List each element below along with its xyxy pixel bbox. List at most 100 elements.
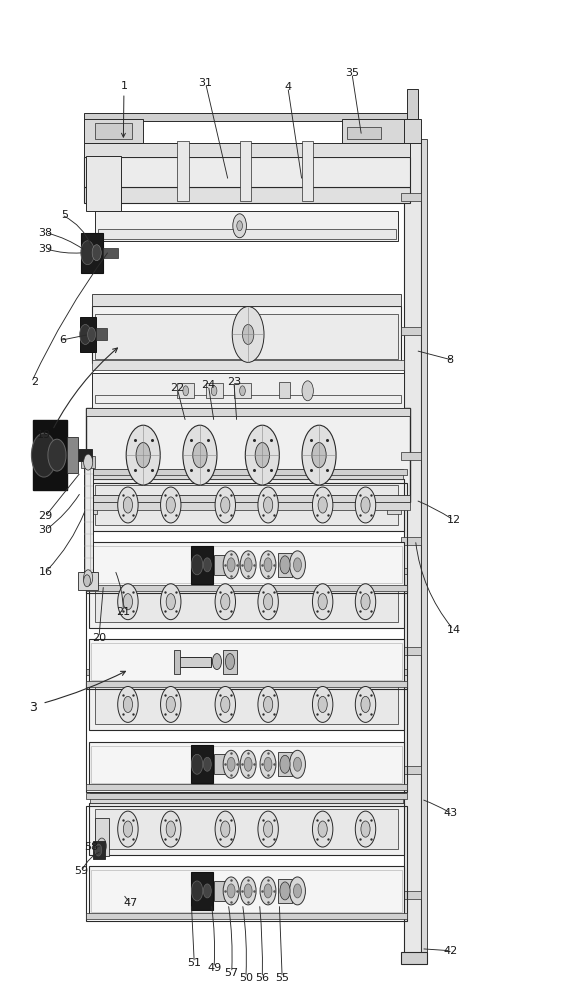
Circle shape [223,877,239,905]
Bar [87,784,407,790]
Bar [347,127,381,139]
Bar [95,211,398,241]
Bar [404,139,421,957]
Bar [84,113,410,121]
Circle shape [215,584,235,620]
Bar [95,314,398,359]
Circle shape [221,594,230,610]
Bar [401,952,427,964]
Text: 22: 22 [170,383,184,393]
Bar [278,879,292,903]
Circle shape [92,245,101,261]
Circle shape [161,811,181,847]
Circle shape [161,584,181,620]
Circle shape [48,439,66,471]
Text: 47: 47 [124,898,138,908]
Bar [192,745,213,783]
Circle shape [215,811,235,847]
Text: 5: 5 [62,210,68,220]
Circle shape [203,757,211,771]
Circle shape [227,558,235,572]
Circle shape [260,551,276,579]
Bar [95,582,398,622]
Circle shape [280,882,290,900]
Circle shape [239,386,245,396]
Circle shape [290,877,306,905]
Bar [89,479,404,531]
Bar [177,657,211,667]
Bar [174,650,180,674]
Bar [234,383,251,398]
Bar [278,553,292,577]
Circle shape [118,686,138,722]
Circle shape [161,487,181,523]
Bar [91,643,402,680]
Bar [278,752,292,776]
Bar [89,866,404,916]
Bar [87,806,407,921]
Text: 38: 38 [38,228,52,238]
Bar [84,119,143,143]
Bar [91,546,402,583]
Bar [177,383,194,398]
Bar [95,485,398,525]
Bar [87,669,407,675]
Text: 30: 30 [38,525,52,535]
Circle shape [318,594,327,610]
Bar [387,502,401,514]
Circle shape [258,686,278,722]
Circle shape [123,821,132,837]
Text: 3: 3 [28,701,36,714]
Circle shape [245,425,279,485]
Circle shape [260,750,276,778]
Circle shape [192,881,203,901]
Bar [92,306,401,363]
Circle shape [260,877,276,905]
Text: 19: 19 [37,430,51,440]
Circle shape [264,884,272,898]
Bar [78,572,98,590]
Bar [87,913,407,919]
Bar [84,143,410,157]
Circle shape [221,497,230,513]
Circle shape [244,558,252,572]
Circle shape [242,324,254,344]
Bar [401,537,421,545]
Circle shape [258,811,278,847]
Circle shape [255,443,270,468]
Bar [279,382,290,398]
Circle shape [302,425,336,485]
Circle shape [244,884,252,898]
Text: 31: 31 [198,78,213,88]
Circle shape [136,443,150,468]
Text: 59: 59 [75,866,89,876]
Circle shape [232,307,264,362]
Bar [401,891,421,899]
Bar [104,248,117,258]
Bar [67,449,92,461]
Circle shape [302,381,314,401]
Circle shape [361,497,370,513]
Circle shape [123,594,132,610]
Bar [342,119,410,143]
Circle shape [166,696,176,713]
Bar [87,483,407,593]
Text: 35: 35 [345,68,359,78]
Bar [87,793,407,799]
Bar [89,639,404,684]
Circle shape [183,425,217,485]
Circle shape [213,654,222,670]
Bar [89,576,404,628]
Circle shape [215,686,235,722]
Circle shape [263,696,272,713]
Text: 24: 24 [201,380,215,390]
Circle shape [118,811,138,847]
Circle shape [294,558,302,572]
Circle shape [361,594,370,610]
Circle shape [97,838,107,854]
Circle shape [226,654,234,670]
Circle shape [264,558,272,572]
Circle shape [244,757,252,771]
Bar [91,793,403,803]
Bar [223,650,237,674]
